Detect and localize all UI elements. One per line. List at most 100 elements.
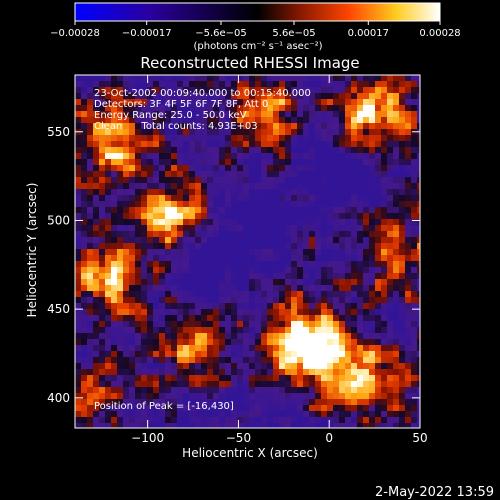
heatmap-cell — [165, 327, 172, 334]
heatmap-cell — [327, 111, 334, 118]
heatmap-cell — [393, 141, 400, 148]
heatmap-cell — [399, 279, 406, 286]
heatmap-cell — [81, 93, 88, 100]
heatmap-cell — [273, 315, 280, 322]
heatmap-cell — [345, 417, 352, 424]
heatmap-cell — [219, 393, 226, 400]
heatmap-cell — [219, 285, 226, 292]
heatmap-cell — [93, 165, 100, 172]
heatmap-cell — [105, 387, 112, 394]
heatmap-cell — [357, 369, 364, 376]
heatmap-cell — [189, 171, 196, 178]
heatmap-cell — [399, 117, 406, 124]
heatmap-cell — [297, 111, 304, 118]
heatmap-cell — [177, 171, 184, 178]
heatmap-cell — [381, 375, 388, 382]
heatmap-cell — [339, 333, 346, 340]
heatmap-cell — [231, 81, 238, 88]
heatmap-cell — [327, 411, 334, 418]
heatmap-cell — [249, 189, 256, 196]
heatmap-cell — [123, 297, 130, 304]
heatmap-cell — [345, 237, 352, 244]
heatmap-cell — [183, 171, 190, 178]
heatmap-cell — [225, 189, 232, 196]
heatmap-cell — [399, 165, 406, 172]
heatmap-cell — [237, 249, 244, 256]
heatmap-cell — [189, 315, 196, 322]
heatmap-cell — [135, 231, 142, 238]
heatmap-cell — [111, 297, 118, 304]
heatmap-cell — [177, 147, 184, 154]
heatmap-cell — [99, 231, 106, 238]
heatmap-cell — [255, 273, 262, 280]
heatmap-cell — [273, 423, 280, 428]
heatmap-cell — [267, 393, 274, 400]
heatmap-cell — [243, 105, 250, 112]
heatmap-cell — [153, 363, 160, 370]
heatmap-cell — [363, 153, 370, 160]
heatmap-cell — [237, 411, 244, 418]
heatmap-cell — [99, 183, 106, 190]
heatmap-cell — [351, 375, 358, 382]
heatmap-cell — [135, 237, 142, 244]
heatmap-cell — [315, 285, 322, 292]
heatmap-cell — [255, 375, 262, 382]
heatmap-cell — [315, 333, 322, 340]
heatmap-cell — [201, 171, 208, 178]
heatmap-cell — [159, 249, 166, 256]
heatmap-cell — [345, 141, 352, 148]
heatmap-cell — [357, 273, 364, 280]
heatmap-cell — [297, 231, 304, 238]
heatmap-cell — [351, 357, 358, 364]
heatmap-cell — [369, 171, 376, 178]
heatmap-cell — [351, 129, 358, 136]
heatmap-cell — [387, 339, 394, 346]
heatmap-cell — [339, 423, 346, 428]
heatmap-cell — [195, 345, 202, 352]
heatmap-cell — [279, 387, 286, 394]
heatmap-cell — [141, 93, 148, 100]
heatmap-cell — [369, 423, 376, 428]
heatmap-cell — [141, 201, 148, 208]
heatmap-cell — [375, 165, 382, 172]
heatmap-cell — [135, 201, 142, 208]
heatmap-cell — [87, 99, 94, 106]
heatmap-cell — [117, 255, 124, 262]
heatmap-cell — [93, 123, 100, 130]
heatmap-cell — [207, 381, 214, 388]
heatmap-cell — [243, 315, 250, 322]
heatmap-cell — [285, 387, 292, 394]
heatmap-cell — [159, 405, 166, 412]
annotation-detectors: Detectors: 3F 4F 5F 6F 7F 8F, Att 0 — [94, 99, 268, 110]
heatmap-cell — [327, 177, 334, 184]
heatmap-cell — [135, 363, 142, 370]
heatmap-cell — [357, 315, 364, 322]
heatmap-cell — [267, 273, 274, 280]
heatmap-cell — [237, 243, 244, 250]
heatmap-cell — [405, 285, 412, 292]
heatmap-cell — [237, 75, 244, 82]
heatmap-cell — [393, 321, 400, 328]
heatmap-cell — [315, 141, 322, 148]
heatmap-cell — [159, 141, 166, 148]
heatmap-cell — [381, 315, 388, 322]
heatmap-cell — [129, 267, 136, 274]
heatmap-cell — [291, 105, 298, 112]
heatmap-cell — [345, 399, 352, 406]
heatmap-cell — [129, 261, 136, 268]
heatmap-cell — [327, 141, 334, 148]
heatmap-cell — [117, 321, 124, 328]
heatmap-cell — [357, 195, 364, 202]
heatmap-cell — [81, 249, 88, 256]
heatmap-cell — [75, 225, 82, 232]
heatmap-cell — [201, 375, 208, 382]
heatmap-cell — [279, 159, 286, 166]
heatmap-cell — [111, 147, 118, 154]
heatmap-cell — [327, 231, 334, 238]
heatmap-cell — [243, 327, 250, 334]
heatmap-cell — [147, 273, 154, 280]
heatmap-cell — [285, 339, 292, 346]
heatmap-cell — [357, 363, 364, 370]
heatmap-cell — [171, 351, 178, 358]
heatmap-cell — [249, 213, 256, 220]
